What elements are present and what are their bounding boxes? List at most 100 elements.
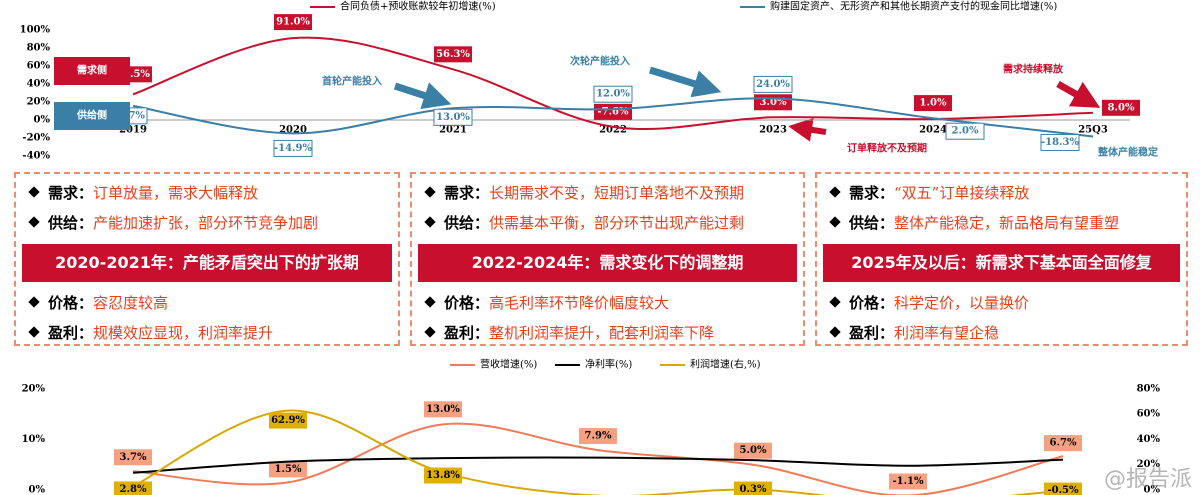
arrow xyxy=(1056,80,1101,108)
x-tick-label: 25Q3 xyxy=(1078,125,1108,136)
y-tick-label: -20% xyxy=(22,133,50,144)
series-line xyxy=(132,456,1064,474)
y2-tick-label: 40% xyxy=(1137,434,1161,445)
x-tick-label: 2019 xyxy=(119,125,147,136)
value-label-box xyxy=(114,449,152,466)
series-line xyxy=(132,422,1064,495)
value-label-box xyxy=(274,14,312,31)
item-text: 容忍度较高 xyxy=(93,294,169,312)
item-text: 产能加速扩张，部分环节竞争加剧 xyxy=(93,214,319,232)
bullet xyxy=(28,296,40,308)
value-label: 8.0% xyxy=(1108,102,1135,113)
panel-item: 价格：高毛利率环节降价幅度较大 xyxy=(422,288,793,318)
item-label: 供给： xyxy=(849,214,895,232)
panel-item: 需求：订单放量，需求大幅释放 xyxy=(26,178,388,208)
item-label: 价格： xyxy=(849,294,895,312)
value-label: 91.0% xyxy=(276,17,310,28)
arrow xyxy=(393,82,452,109)
item-label: 供给： xyxy=(48,214,94,232)
panel-item: 需求：“双五”订单接续释放 xyxy=(827,178,1176,208)
x-tick-label: 2020 xyxy=(279,125,307,136)
panel-title: 2020-2021年：产能矛盾突出下的扩张期 xyxy=(22,244,392,282)
item-text: 规模效应显现，利润率提升 xyxy=(93,324,274,342)
bullet xyxy=(424,326,436,338)
value-label-box xyxy=(434,46,472,63)
y-tick-label: 20% xyxy=(22,384,46,395)
value-label-box xyxy=(945,122,985,140)
value-label: 1.0% xyxy=(920,98,947,109)
x-tick-label: 2024 xyxy=(919,125,947,136)
y2-tick-label: 80% xyxy=(1137,384,1161,395)
panel: 需求：订单放量，需求大幅释放供给：产能加速扩张，部分环节竞争加剧 2020-202… xyxy=(14,172,400,346)
item-text: 供需基本平衡，部分环节出现产能过剩 xyxy=(489,214,745,232)
annotation: 供给侧 xyxy=(76,109,107,122)
value-label: 7.9% xyxy=(585,431,612,442)
item-text: “双五”订单接续释放 xyxy=(894,184,1030,202)
legend-label: 营收增速(%) xyxy=(480,358,537,371)
bullet xyxy=(829,296,841,308)
y-tick-label: 100% xyxy=(20,25,51,36)
value-label: 1.5% xyxy=(275,464,302,475)
item-label: 价格： xyxy=(444,294,490,312)
value-label: 2.0% xyxy=(952,126,979,137)
value-label: 13.0% xyxy=(436,112,470,123)
y-tick-label: -40% xyxy=(22,151,50,162)
arrow xyxy=(788,117,827,142)
value-label-box xyxy=(1044,482,1082,495)
y2-tick-label: 60% xyxy=(1137,409,1161,420)
value-label-box xyxy=(1040,133,1080,151)
legend-label: 利润增速(右,%) xyxy=(690,358,761,371)
item-label: 需求： xyxy=(849,184,895,202)
item-label: 需求： xyxy=(444,184,490,202)
panel-item: 需求：长期需求不变，短期订单落地不及预期 xyxy=(422,178,793,208)
value-label: 0.3% xyxy=(740,484,767,495)
value-label-box xyxy=(273,139,313,157)
x-tick-label: 2022 xyxy=(599,125,627,136)
value-label: 56.3% xyxy=(436,49,470,60)
value-label-box xyxy=(734,442,772,459)
panel: 需求：“双五”订单接续释放 供给：整体产能稳定，新品格局有望重塑 2025年及以后：… xyxy=(815,172,1188,346)
value-label: -1.1% xyxy=(892,476,924,487)
bullet xyxy=(424,296,436,308)
y-tick-label: 10% xyxy=(22,434,46,445)
y-tick-label: 60% xyxy=(27,61,51,72)
y-tick-label: 0% xyxy=(29,484,46,495)
value-label-box xyxy=(593,85,633,103)
annotation-box xyxy=(54,102,130,130)
y-tick-label: 20% xyxy=(27,97,51,108)
legend-label: 净利率(%) xyxy=(585,358,632,371)
panel-item: 盈利：整机利润率提升，配套利润率下降 xyxy=(422,318,793,348)
value-label: 2.8% xyxy=(120,484,147,495)
panel-title: 2022-2024年：需求变化下的调整期 xyxy=(418,244,797,282)
panel-item: 价格：容忍度较高 xyxy=(26,288,388,318)
bullet xyxy=(424,186,436,198)
value-label: -14.9% xyxy=(274,143,313,154)
value-label-box xyxy=(753,75,793,93)
value-label-box xyxy=(914,95,952,112)
value-label-box xyxy=(114,481,152,495)
value-label-box xyxy=(1102,99,1140,116)
panel-title: 2025年及以后：新需求下基本面全面修复 xyxy=(823,244,1180,282)
annotation: 整体产能稳定 xyxy=(1097,146,1158,159)
item-label: 盈利： xyxy=(444,324,490,342)
annotation: 订单释放不及预期 xyxy=(847,142,927,155)
value-label: 13.8% xyxy=(426,470,460,481)
x-tick-label: 2021 xyxy=(439,125,467,136)
arrow xyxy=(648,66,722,98)
x-tick-label: 2023 xyxy=(759,125,787,136)
value-label: 3.7% xyxy=(120,452,147,463)
item-text: 长期需求不变，短期订单落地不及预期 xyxy=(489,184,745,202)
bullet xyxy=(829,326,841,338)
value-label-box xyxy=(579,428,617,445)
panel-item: 供给：供需基本平衡，部分环节出现产能过剩 xyxy=(422,208,793,238)
watermark: @报告派 xyxy=(1103,467,1192,492)
panel: 需求：长期需求不变，短期订单落地不及预期 供给：供需基本平衡，部分环节出现产能过剩… xyxy=(410,172,805,346)
value-label-box xyxy=(269,412,307,429)
panel-item: 盈利：规模效应显现，利润率提升 xyxy=(26,318,388,348)
item-label: 盈利： xyxy=(48,324,94,342)
panel-item: 供给：整体产能稳定，新品格局有望重塑 xyxy=(827,208,1176,238)
bullet xyxy=(28,186,40,198)
value-label-box xyxy=(424,467,462,484)
item-label: 盈利： xyxy=(849,324,895,342)
